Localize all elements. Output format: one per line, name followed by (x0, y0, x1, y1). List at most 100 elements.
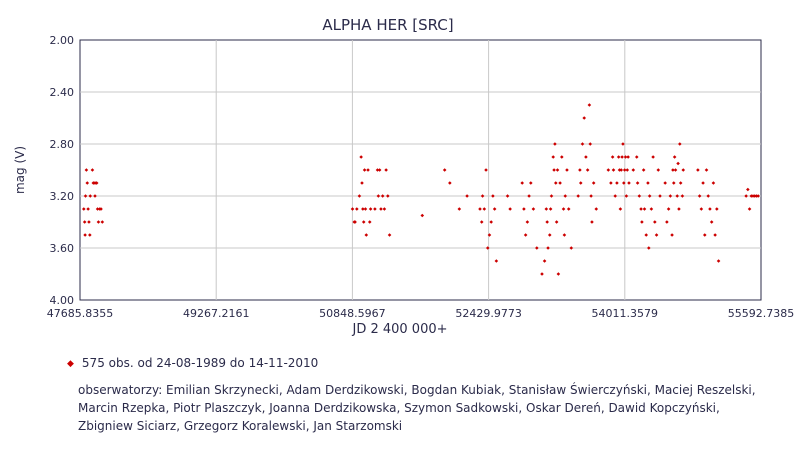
data-point (646, 181, 650, 185)
data-point (716, 259, 721, 263)
data-point (588, 142, 593, 146)
data-point (360, 181, 364, 185)
data-point (609, 181, 613, 185)
data-point (558, 181, 562, 185)
data-point (631, 168, 636, 172)
data-point (647, 194, 652, 198)
data-point (523, 233, 528, 237)
data-point (86, 207, 90, 211)
data-point (610, 155, 615, 159)
data-point (380, 194, 385, 198)
data-point (676, 161, 680, 166)
data-point (615, 181, 619, 185)
data-point (553, 181, 558, 185)
data-point (644, 233, 649, 237)
data-point (713, 233, 717, 237)
data-point (478, 207, 482, 211)
data-point (367, 220, 372, 224)
data-point (622, 168, 627, 172)
data-point (641, 168, 646, 172)
x-tick-label: 49267.2161 (183, 307, 249, 320)
data-point (376, 194, 381, 198)
data-point (658, 194, 662, 198)
data-point (547, 233, 552, 237)
data-point (531, 207, 536, 211)
x-axis-ticks: 47685.8355 49267.2161 50848.5967 52429.9773… (47, 307, 794, 320)
data-point (673, 168, 678, 172)
data-point (487, 233, 492, 237)
data-point (585, 168, 590, 172)
data-point (544, 207, 549, 211)
data-point (616, 155, 621, 159)
data-point (548, 207, 553, 211)
data-point (364, 233, 369, 237)
data-point (623, 155, 628, 159)
data-point (702, 233, 707, 237)
data-point (580, 142, 585, 146)
data-point (665, 220, 669, 224)
data-point (646, 246, 651, 250)
data-point (94, 181, 99, 185)
data-point (637, 194, 642, 198)
data-point (545, 220, 549, 224)
data-point (540, 272, 544, 276)
data-point (95, 207, 100, 211)
data-point (582, 116, 587, 120)
data-point (480, 194, 485, 198)
data-point (653, 220, 657, 224)
x-tick-label: 50848.5967 (319, 307, 385, 320)
data-point (377, 168, 382, 172)
data-point (546, 246, 550, 250)
observers-list: obserwatorzy: Emilian Skrzynecki, Adam D… (78, 383, 756, 433)
chart-title: ALPHA HER [SRC] (322, 16, 453, 34)
y-tick-label: 2.00 (50, 34, 75, 47)
data-point (560, 155, 564, 159)
data-point (680, 194, 685, 198)
data-point (529, 181, 533, 185)
data-points (82, 103, 760, 276)
data-point (87, 220, 91, 224)
data-point (525, 220, 530, 224)
data-point (562, 233, 567, 237)
data-point (482, 207, 487, 211)
data-point (756, 194, 760, 198)
data-point (386, 194, 390, 198)
data-point (681, 168, 686, 172)
data-point (551, 155, 555, 159)
data-point (711, 181, 716, 185)
data-point (561, 207, 566, 211)
data-point (491, 194, 495, 198)
data-point (618, 207, 623, 211)
data-point (556, 272, 561, 276)
data-point (362, 168, 367, 172)
data-point (606, 168, 611, 172)
data-point (542, 259, 547, 263)
data-point (479, 220, 484, 224)
data-point (578, 168, 582, 172)
data-point (576, 194, 580, 198)
data-point (675, 194, 680, 198)
data-point (634, 155, 639, 159)
data-point (535, 246, 539, 250)
data-point (554, 220, 559, 224)
data-point (508, 207, 512, 211)
data-point (96, 220, 101, 224)
data-point (505, 194, 510, 198)
y-tick-label: 2.80 (50, 138, 75, 151)
data-point (366, 168, 370, 172)
data-point (744, 194, 748, 198)
data-point (708, 207, 712, 211)
data-point (442, 168, 447, 172)
y-tick-label: 4.00 (50, 294, 75, 307)
data-point (552, 168, 556, 172)
data-point (678, 142, 682, 146)
data-point (368, 207, 373, 211)
data-point (578, 181, 583, 185)
data-point (668, 194, 673, 198)
legend: ◆ 575 obs. od 24-08-1989 do 14-11-2010 (67, 356, 318, 370)
data-point (671, 181, 676, 185)
data-point (88, 233, 92, 237)
data-point (373, 207, 377, 211)
data-point (494, 259, 499, 263)
data-point (363, 207, 368, 211)
